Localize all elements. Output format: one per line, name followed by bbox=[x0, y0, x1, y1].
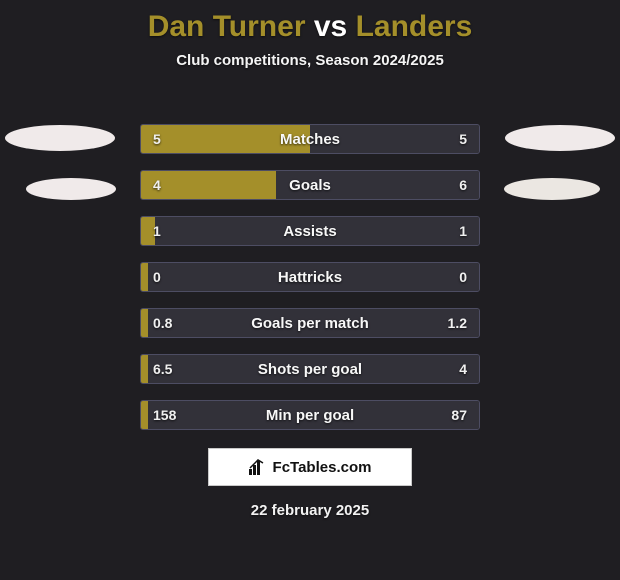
stat-value-left: 0.8 bbox=[153, 309, 172, 337]
stat-fill-left bbox=[141, 217, 155, 245]
stat-value-right: 87 bbox=[451, 401, 467, 429]
stat-fill-right bbox=[310, 125, 479, 153]
stat-value-right: 4 bbox=[459, 355, 467, 383]
barchart-icon bbox=[249, 459, 267, 475]
stat-label: Hattricks bbox=[141, 263, 479, 291]
stat-fill-left bbox=[141, 171, 276, 199]
attribution-badge: FcTables.com bbox=[208, 448, 412, 486]
stat-label: Shots per goal bbox=[141, 355, 479, 383]
stat-row: 46Goals bbox=[140, 170, 480, 200]
stat-fill-right bbox=[465, 217, 479, 245]
stat-value-right: 1.2 bbox=[448, 309, 467, 337]
stat-row: 0 0Hattricks bbox=[140, 262, 480, 292]
stat-fill-right bbox=[472, 263, 479, 291]
stat-label: Goals per match bbox=[141, 309, 479, 337]
stat-fill-right bbox=[472, 401, 479, 429]
player1-name: Dan Turner bbox=[148, 10, 306, 43]
stat-row: 158 87Min per goal bbox=[140, 400, 480, 430]
stat-label: Assists bbox=[141, 217, 479, 245]
stat-value-left: 158 bbox=[153, 401, 176, 429]
stat-fill-left bbox=[141, 125, 310, 153]
subtitle: Club competitions, Season 2024/2025 bbox=[0, 52, 620, 69]
stat-label: Min per goal bbox=[141, 401, 479, 429]
page-title: Dan Turner vs Landers bbox=[0, 0, 620, 44]
stat-row: 11Assists bbox=[140, 216, 480, 246]
stat-fill-left bbox=[141, 263, 148, 291]
player1-badge-top bbox=[5, 125, 115, 151]
date-text: 22 february 2025 bbox=[0, 502, 620, 519]
stat-fill-right bbox=[472, 309, 479, 337]
vs-text: vs bbox=[314, 10, 347, 43]
stat-row: 55Matches bbox=[140, 124, 480, 154]
attribution-text: FcTables.com bbox=[273, 459, 372, 476]
player2-name: Landers bbox=[356, 10, 473, 43]
comparison-rows: 55Matches 46Goals 11Assists 0 0Hattricks 0.8 1… bbox=[140, 124, 480, 446]
stat-row: 6.5 4Shots per goal bbox=[140, 354, 480, 384]
player2-badge-bottom bbox=[504, 178, 600, 200]
stat-fill-right bbox=[276, 171, 479, 199]
player1-badge-bottom bbox=[26, 178, 116, 200]
stat-value-left: 6.5 bbox=[153, 355, 172, 383]
stat-value-right: 0 bbox=[459, 263, 467, 291]
stat-fill-left bbox=[141, 309, 148, 337]
stat-value-left: 0 bbox=[153, 263, 161, 291]
player2-badge-top bbox=[505, 125, 615, 151]
stat-fill-right bbox=[472, 355, 479, 383]
stat-fill-left bbox=[141, 355, 148, 383]
stat-fill-left bbox=[141, 401, 148, 429]
stat-row: 0.8 1.2Goals per match bbox=[140, 308, 480, 338]
